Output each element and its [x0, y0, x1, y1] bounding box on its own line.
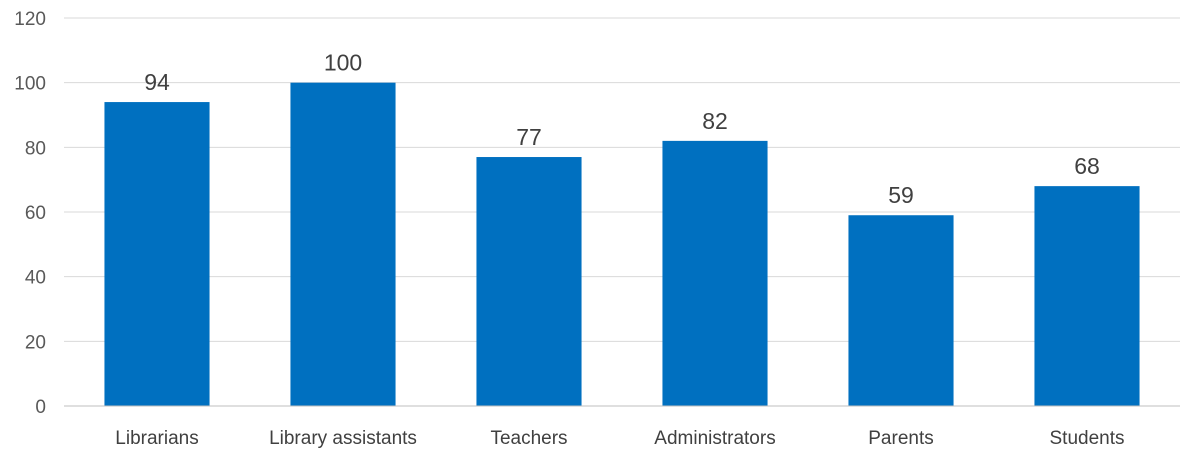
y-tick-label: 100 — [14, 74, 46, 95]
gridlines — [64, 17, 1180, 342]
bar — [104, 102, 210, 407]
labels: 0 20 40 60 80 100 120 94 Librarians 100 Library as… — [14, 9, 1124, 449]
bar — [290, 82, 396, 407]
bar — [662, 140, 768, 406]
y-tick-label: 80 — [25, 138, 46, 159]
data-label: 59 — [888, 182, 914, 208]
y-tick-label: 0 — [35, 397, 46, 418]
data-label: 68 — [1074, 153, 1100, 179]
x-tick-label: Administrators — [654, 428, 775, 449]
x-tick-label: Library assistants — [269, 428, 417, 449]
x-tick-label: Librarians — [115, 428, 198, 449]
y-tick-label: 120 — [14, 9, 46, 30]
x-tick-label: Students — [1050, 428, 1125, 449]
x-tick-label: Parents — [868, 428, 933, 449]
data-label: 82 — [702, 108, 728, 134]
bar — [1034, 186, 1140, 406]
y-tick-label: 40 — [25, 268, 46, 289]
bars — [104, 82, 1140, 407]
data-label: 77 — [516, 124, 542, 150]
data-label: 94 — [144, 69, 170, 95]
y-tick-label: 20 — [25, 332, 46, 353]
y-tick-label: 60 — [25, 203, 46, 224]
bar — [476, 157, 582, 406]
bar — [848, 215, 954, 406]
data-label: 100 — [324, 50, 362, 76]
x-tick-label: Teachers — [490, 428, 567, 449]
